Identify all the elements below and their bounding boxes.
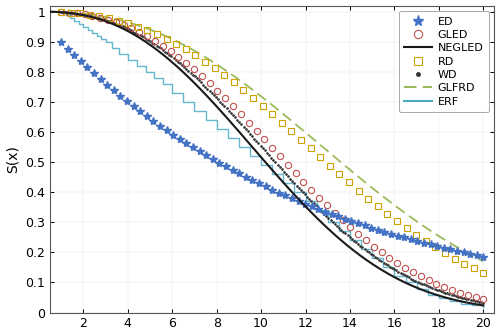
Legend: ED, GLED, NEGLED, RD, WD, GLFRD, ERF: ED, GLED, NEGLED, RD, WD, GLFRD, ERF: [398, 11, 489, 112]
Y-axis label: S(x): S(x): [6, 145, 20, 173]
